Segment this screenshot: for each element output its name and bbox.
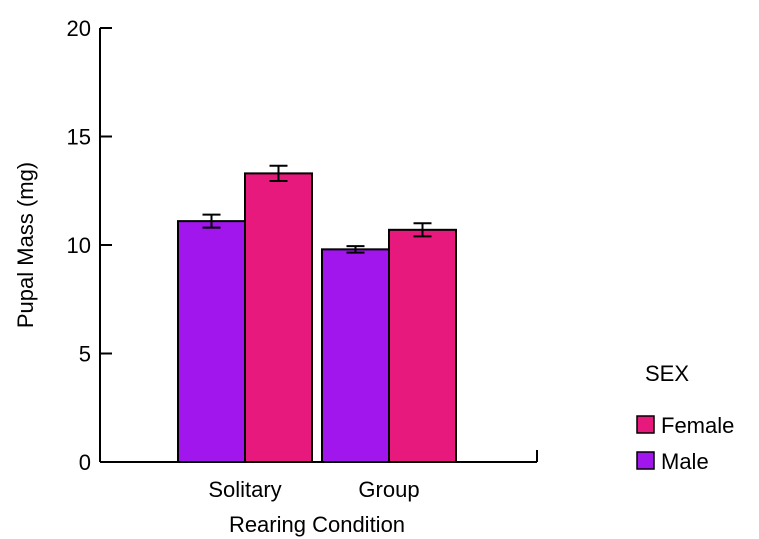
legend-label-female: Female	[661, 413, 734, 438]
y-tick-label: 20	[67, 16, 91, 41]
y-axis-title: Pupal Mass (mg)	[13, 162, 38, 328]
x-axis: Solitary Group	[100, 450, 538, 502]
x-tick-label: Group	[358, 477, 419, 502]
legend-title: SEX	[645, 361, 689, 386]
legend-label-male: Male	[661, 449, 709, 474]
bar-female-solitary	[244, 172, 313, 463]
legend-swatch-female	[636, 415, 655, 434]
bar-series	[177, 164, 457, 463]
y-tick-label: 10	[67, 233, 91, 258]
bar-male-solitary	[177, 220, 246, 463]
error-bar	[202, 213, 221, 229]
bar-female-group	[388, 228, 457, 463]
error-bar	[346, 245, 365, 254]
legend-swatch-male	[636, 451, 655, 470]
error-bar	[269, 164, 288, 182]
y-tick-label: 15	[67, 125, 91, 150]
y-tick-label: 5	[79, 342, 91, 367]
y-axis: 0 5 10 15 20	[67, 16, 112, 475]
x-tick-label: Solitary	[208, 477, 281, 502]
bar-male-group	[321, 248, 390, 463]
y-tick-label: 0	[79, 450, 91, 475]
x-axis-title: Rearing Condition	[229, 512, 405, 537]
legend: SEX Female Male	[636, 361, 734, 474]
error-bar	[413, 222, 432, 238]
